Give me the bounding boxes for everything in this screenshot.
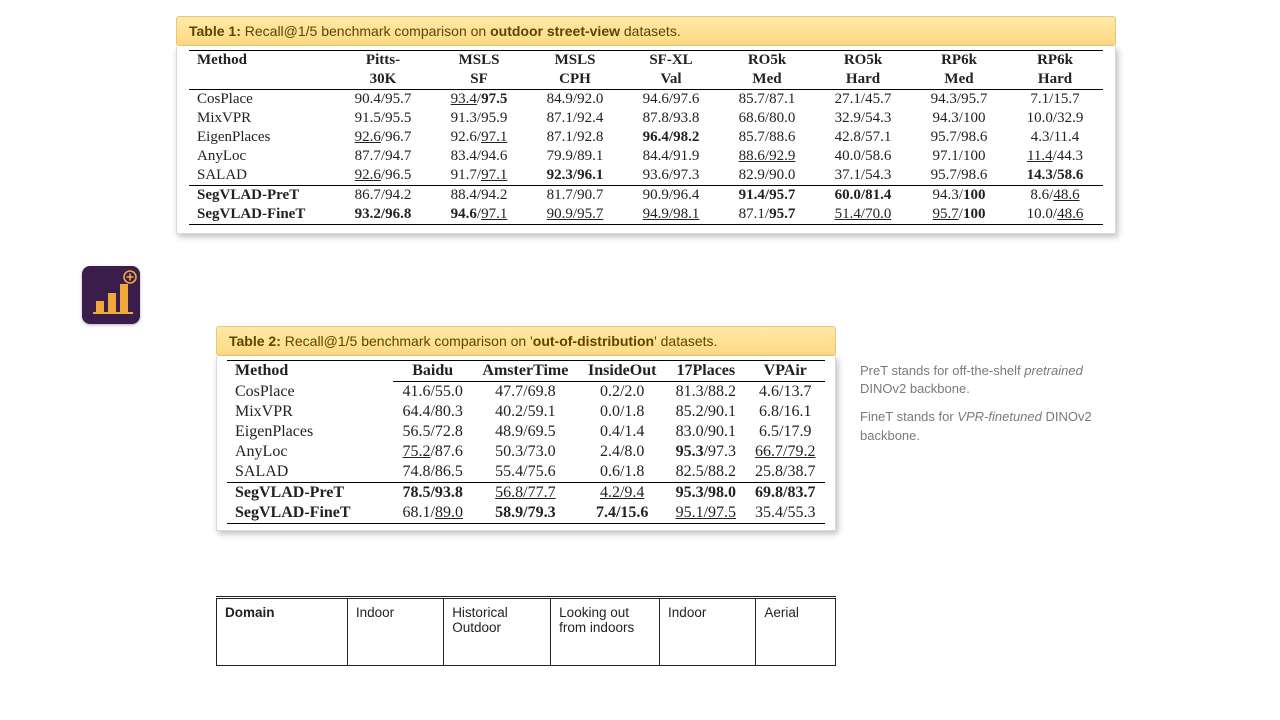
- table-row: SegVLAD-FineT68.1/89.058.9/79.37.4/15.69…: [227, 503, 825, 524]
- bar-chart-plus-icon: [82, 266, 140, 324]
- table1-caption-prefix: Table 1:: [189, 23, 241, 39]
- domain-label: Domain: [217, 598, 348, 666]
- table-row: MixVPR91.5/95.591.3/95.987.1/92.487.8/93…: [189, 109, 1103, 128]
- table-row: AnyLoc75.2/87.650.3/73.02.4/8.095.3/97.3…: [227, 442, 825, 462]
- domain-row-block: Domain Indoor Historical Outdoor Looking…: [216, 596, 836, 666]
- domain-cell: Indoor: [660, 598, 756, 666]
- table2-caption-prefix: Table 2:: [229, 333, 281, 349]
- table-row: CosPlace41.6/55.047.7/69.80.2/2.081.3/88…: [227, 382, 825, 403]
- table-row: EigenPlaces92.6/96.792.6/97.187.1/92.896…: [189, 128, 1103, 147]
- table2: MethodBaiduAmsterTimeInsideOut17PlacesVP…: [227, 360, 825, 524]
- domain-table: Domain Indoor Historical Outdoor Looking…: [216, 596, 836, 666]
- table1-block: Table 1: Recall@1/5 benchmark comparison…: [176, 16, 1116, 234]
- table-row: SALAD92.6/96.591.7/97.192.3/96.193.6/97.…: [189, 166, 1103, 186]
- domain-cell: Aerial: [756, 598, 836, 666]
- table-row: SegVLAD-PreT78.5/93.856.8/77.74.2/9.495.…: [227, 483, 825, 504]
- table2-caption: Table 2: Recall@1/5 benchmark comparison…: [216, 326, 836, 356]
- sidenote: PreT stands for off-the-shelf pretrained…: [860, 362, 1120, 445]
- table-row: EigenPlaces56.5/72.848.9/69.50.4/1.483.0…: [227, 422, 825, 442]
- table1-wrap: MethodPitts-MSLSMSLSSF-XLRO5kRO5kRP6kRP6…: [176, 46, 1116, 234]
- sidenote-line2: FineT stands for VPR-finetuned DINOv2 ba…: [860, 408, 1120, 444]
- domain-cell: Indoor: [347, 598, 443, 666]
- table1: MethodPitts-MSLSMSLSSF-XLRO5kRO5kRP6kRP6…: [189, 50, 1103, 225]
- sidenote-line1: PreT stands for off-the-shelf pretrained…: [860, 362, 1120, 398]
- table2-block: Table 2: Recall@1/5 benchmark comparison…: [216, 326, 836, 531]
- table-row: SALAD74.8/86.555.4/75.60.6/1.882.5/88.22…: [227, 462, 825, 483]
- domain-cell: Historical Outdoor: [444, 598, 551, 666]
- table1-caption: Table 1: Recall@1/5 benchmark comparison…: [176, 16, 1116, 46]
- table2-wrap: MethodBaiduAmsterTimeInsideOut17PlacesVP…: [216, 356, 836, 531]
- table-row: SegVLAD-FineT93.2/96.894.6/97.190.9/95.7…: [189, 205, 1103, 225]
- table-row: AnyLoc87.7/94.783.4/94.679.9/89.184.4/91…: [189, 147, 1103, 166]
- table-row: CosPlace90.4/95.793.4/97.584.9/92.094.6/…: [189, 90, 1103, 110]
- table-row: SegVLAD-PreT86.7/94.288.4/94.281.7/90.79…: [189, 186, 1103, 206]
- table-row: MixVPR64.4/80.340.2/59.10.0/1.885.2/90.1…: [227, 402, 825, 422]
- domain-cell: Looking out from indoors: [551, 598, 660, 666]
